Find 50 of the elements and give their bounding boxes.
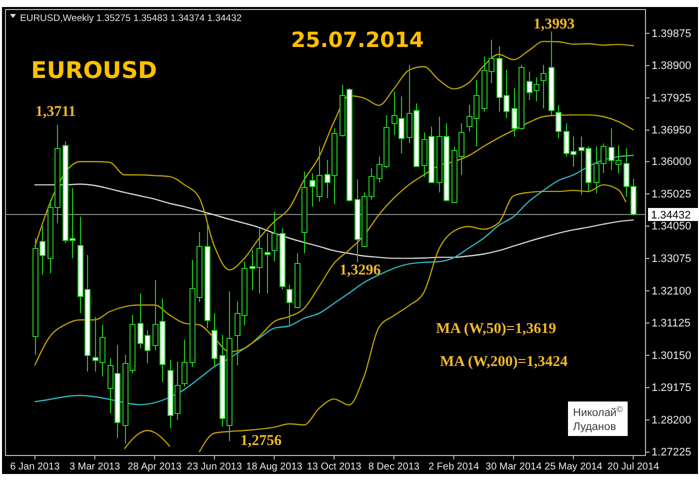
candlestick bbox=[272, 211, 278, 262]
text: 25.07.2014 bbox=[291, 28, 424, 52]
y-tick-label: 1.30150 bbox=[652, 350, 692, 362]
x-tick-label: 20 Jul 2014 bbox=[607, 462, 660, 473]
y-tick-label: 1.36950 bbox=[652, 124, 692, 137]
y-tick-label: 1.38900 bbox=[652, 60, 692, 72]
x-tick-label: 30 Mar 2014 bbox=[486, 462, 542, 473]
candlestick bbox=[286, 284, 292, 326]
ref-line-label: 1.34432 bbox=[651, 210, 691, 222]
x-tick-label: 3 Mar 2013 bbox=[69, 462, 120, 473]
annotation: 1,2756 bbox=[240, 433, 282, 450]
line-series bbox=[34, 184, 634, 259]
y-tick-label: 1.37925 bbox=[652, 92, 692, 104]
y-tick-label: 1.32100 bbox=[652, 285, 692, 298]
candlestick bbox=[294, 252, 300, 309]
y-tick-label: 1.36000 bbox=[652, 156, 692, 168]
x-tick-label: 18 Aug 2013 bbox=[246, 462, 303, 473]
annotation: 1,3711 bbox=[35, 104, 76, 120]
annotation: MA (W,50)=1,3619 bbox=[436, 321, 556, 337]
line-series bbox=[34, 154, 634, 406]
text: EUROUSD bbox=[31, 58, 157, 84]
y-tick-label: 1.31125 bbox=[652, 318, 690, 330]
x-tick-label: 25 May 2014 bbox=[544, 462, 603, 473]
candlestick bbox=[302, 171, 308, 254]
y-tick-label: 1.27225 bbox=[652, 446, 692, 459]
y-tick-label: 1.29175 bbox=[652, 382, 692, 394]
candlestick bbox=[556, 104, 562, 139]
annotation: 1,3296 bbox=[340, 262, 382, 278]
x-tick-label: 2 Feb 2014 bbox=[428, 462, 480, 473]
x-tick-label: 13 Oct 2013 bbox=[306, 462, 362, 473]
x-tick-label: 28 Apr 2013 bbox=[128, 462, 182, 473]
candlestick bbox=[182, 339, 188, 387]
candlestick bbox=[548, 31, 554, 116]
x-tick-label: 6 Jan 2013 bbox=[10, 462, 60, 473]
y-tick-label: 1.28200 bbox=[652, 414, 692, 426]
y-tick-label: 1.33075 bbox=[652, 253, 692, 266]
x-tick-label: 23 Jun 2013 bbox=[186, 462, 242, 473]
y-tick-label: 1.35025 bbox=[652, 188, 692, 200]
annotation: Николай$^{©}$ Луданов bbox=[573, 404, 623, 433]
candlestick bbox=[204, 222, 210, 329]
x-tick-label: 8 Dec 2013 bbox=[368, 462, 420, 473]
y-tick-label: 1.34050 bbox=[652, 220, 692, 233]
candlestick bbox=[264, 232, 270, 294]
annotation: 1,3993 bbox=[533, 16, 575, 33]
candlestick bbox=[280, 228, 286, 290]
annotation: EURUSD,Weekly 1.35275 1.35483 1.34374 1.34432 bbox=[20, 13, 242, 24]
candlestick bbox=[212, 312, 218, 368]
candlestick bbox=[540, 64, 546, 109]
annotation: MA (W,200)=1,3424 bbox=[440, 354, 568, 370]
y-tick-label: 1.39875 bbox=[652, 28, 692, 40]
